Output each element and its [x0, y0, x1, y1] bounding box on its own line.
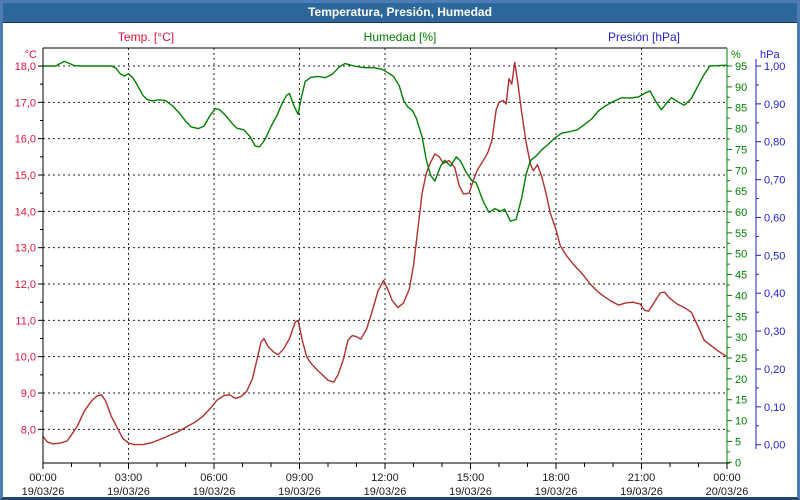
svg-text:19/03/26: 19/03/26 — [535, 486, 578, 498]
svg-text:95: 95 — [735, 61, 747, 73]
svg-text:8,0: 8,0 — [21, 424, 36, 436]
svg-text:45: 45 — [735, 270, 747, 282]
svg-text:18:00: 18:00 — [542, 472, 570, 484]
svg-text:%: % — [731, 49, 741, 61]
svg-text:65: 65 — [735, 186, 747, 198]
svg-text:21:00: 21:00 — [628, 472, 656, 484]
svg-text:80: 80 — [735, 124, 747, 136]
svg-text:12:00: 12:00 — [371, 472, 399, 484]
svg-text:20/03/26: 20/03/26 — [706, 486, 749, 498]
svg-text:19/03/26: 19/03/26 — [107, 486, 150, 498]
svg-text:55: 55 — [735, 228, 747, 240]
svg-text:0,70: 0,70 — [764, 175, 785, 187]
svg-text:19/03/26: 19/03/26 — [620, 486, 663, 498]
svg-text:06:00: 06:00 — [200, 472, 228, 484]
chart-canvas: 18,0 17,0 16,0 15,0 14,0 13,0 12,0 11,0 10,0 9,0 8… — [15, 47, 785, 498]
svg-text:19/03/26: 19/03/26 — [22, 486, 65, 498]
svg-text:0,20: 0,20 — [764, 364, 785, 376]
svg-text:00:00: 00:00 — [713, 472, 741, 484]
svg-text:10: 10 — [735, 416, 747, 428]
svg-text:16,0: 16,0 — [15, 134, 36, 146]
svg-text:12,0: 12,0 — [15, 279, 36, 291]
legend-pressure: Presión [hPa] — [607, 30, 681, 44]
svg-text:17,0: 17,0 — [15, 97, 36, 109]
svg-text:90: 90 — [735, 82, 747, 94]
svg-text:19/03/26: 19/03/26 — [449, 486, 492, 498]
svg-text:15,0: 15,0 — [15, 170, 36, 182]
svg-text:15: 15 — [735, 395, 747, 407]
svg-text:60: 60 — [735, 207, 747, 219]
svg-text:9,0: 9,0 — [21, 388, 36, 400]
svg-text:09:00: 09:00 — [286, 472, 314, 484]
svg-text:0,40: 0,40 — [764, 288, 785, 300]
svg-text:19/03/26: 19/03/26 — [193, 486, 236, 498]
svg-text:19/03/26: 19/03/26 — [278, 486, 321, 498]
svg-text:40: 40 — [735, 290, 747, 302]
svg-text:0,60: 0,60 — [764, 212, 785, 224]
svg-text:25: 25 — [735, 353, 747, 365]
svg-text:13,0: 13,0 — [15, 243, 36, 255]
svg-text:°C: °C — [25, 49, 37, 61]
svg-text:0: 0 — [735, 457, 741, 469]
svg-text:00:00: 00:00 — [29, 472, 57, 484]
svg-text:0,80: 0,80 — [764, 137, 785, 149]
legend-temperature: Temp. [°C] — [117, 30, 175, 44]
window-title: Temperatura, Presión, Humedad — [3, 3, 797, 23]
svg-text:1,00: 1,00 — [764, 61, 785, 73]
svg-text:20: 20 — [735, 374, 747, 386]
svg-text:0,90: 0,90 — [764, 99, 785, 111]
svg-text:19/03/26: 19/03/26 — [364, 486, 407, 498]
svg-text:30: 30 — [735, 332, 747, 344]
svg-text:70: 70 — [735, 165, 747, 177]
svg-text:50: 50 — [735, 249, 747, 261]
svg-text:35: 35 — [735, 311, 747, 323]
svg-text:11,0: 11,0 — [15, 315, 36, 327]
svg-text:hPa: hPa — [760, 49, 780, 61]
svg-text:75: 75 — [735, 144, 747, 156]
svg-text:10,0: 10,0 — [15, 352, 36, 364]
svg-text:0,00: 0,00 — [764, 440, 785, 452]
legend-humidity: Humedad [%] — [363, 30, 437, 44]
svg-text:0,30: 0,30 — [764, 326, 785, 338]
svg-text:18,0: 18,0 — [15, 61, 36, 73]
svg-text:03:00: 03:00 — [115, 472, 143, 484]
svg-text:15:00: 15:00 — [457, 472, 485, 484]
svg-text:0,10: 0,10 — [764, 402, 785, 414]
svg-text:85: 85 — [735, 103, 747, 115]
svg-text:0,50: 0,50 — [764, 250, 785, 262]
svg-text:14,0: 14,0 — [15, 206, 36, 218]
svg-text:5: 5 — [735, 436, 741, 448]
